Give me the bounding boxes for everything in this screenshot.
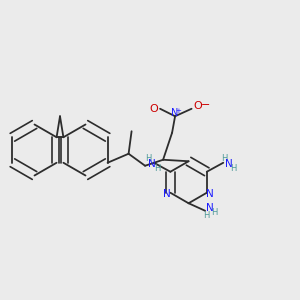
Text: H: H (211, 208, 217, 217)
Text: H: H (145, 154, 152, 163)
Text: N: N (163, 189, 171, 199)
Text: N: N (148, 159, 155, 169)
Text: O: O (194, 101, 203, 111)
Text: N: N (225, 159, 232, 169)
Text: H: H (203, 211, 209, 220)
Text: N: N (206, 203, 214, 213)
Text: H: H (154, 164, 161, 173)
Text: N: N (206, 189, 214, 199)
Text: H: H (230, 164, 236, 173)
Text: O: O (149, 104, 158, 114)
Text: H: H (222, 154, 228, 163)
Text: N: N (171, 108, 179, 118)
Text: −: − (200, 100, 210, 110)
Text: +: + (176, 108, 182, 114)
